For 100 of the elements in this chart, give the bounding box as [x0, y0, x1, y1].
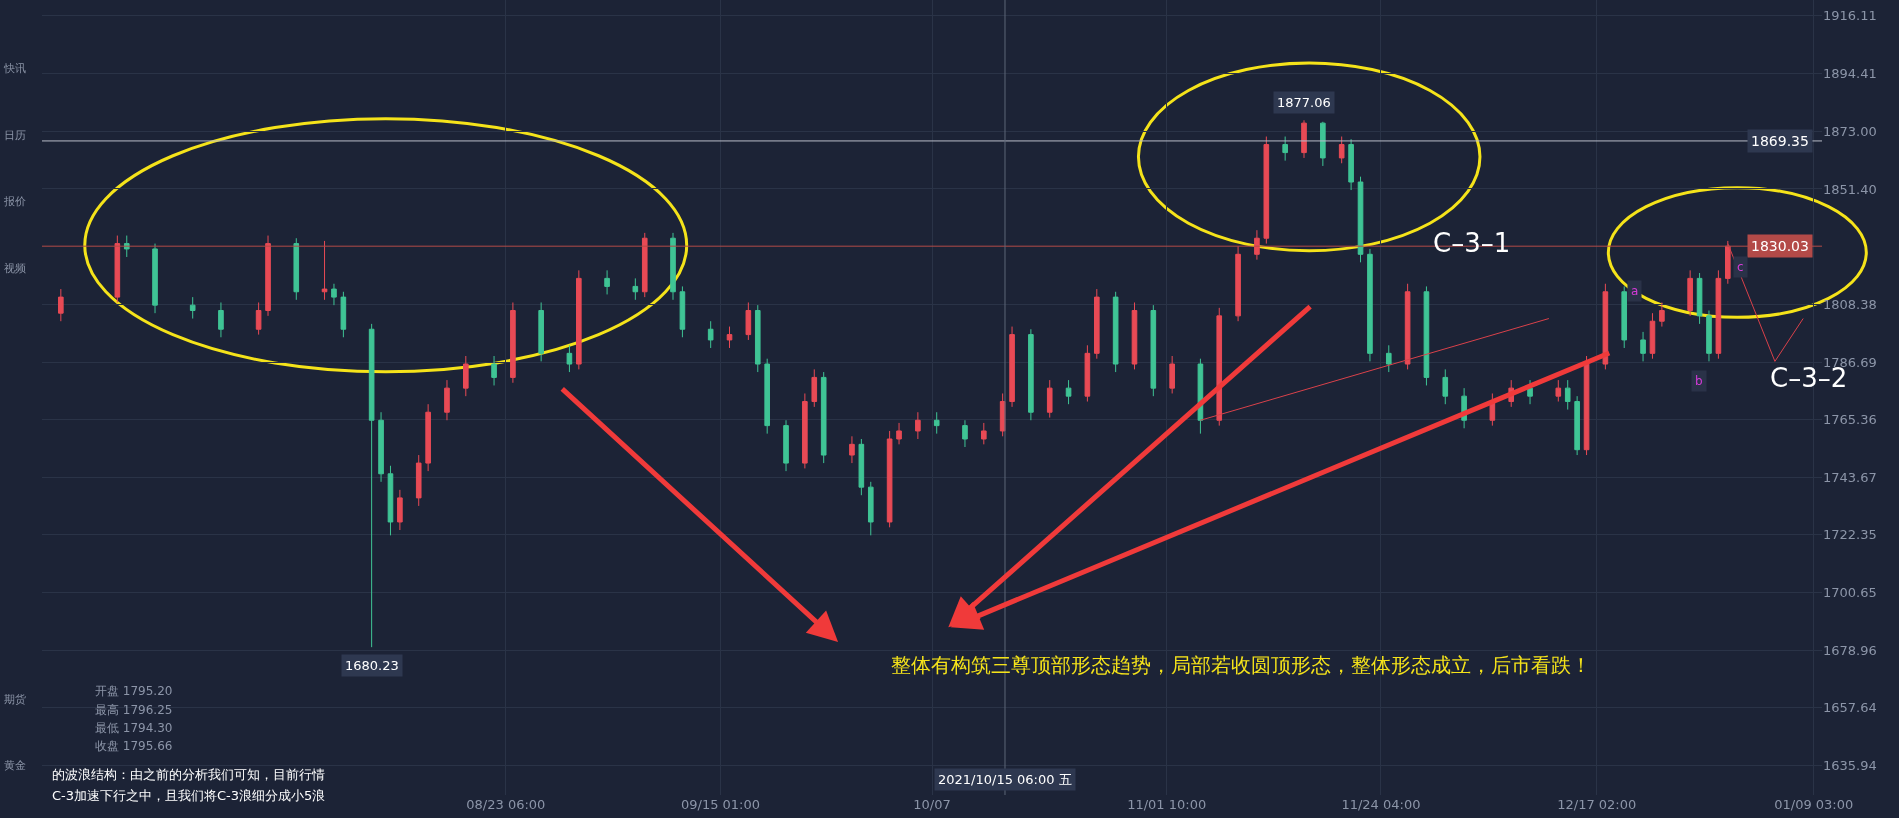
candlestick	[1555, 379, 1562, 403]
annotation: 最低 1794.30	[95, 721, 173, 735]
y-tick-label: 1722.35	[1823, 526, 1877, 542]
candlestick	[670, 232, 676, 301]
annotation: 的波浪结构：由之前的分析我们可知，目前行情	[52, 767, 325, 782]
candlestick	[114, 235, 121, 303]
text: 视频	[4, 262, 26, 275]
candlestick	[1564, 379, 1571, 411]
candlestick	[1640, 331, 1646, 362]
candlestick	[1282, 136, 1288, 162]
candlestick	[896, 422, 902, 445]
x-tick-label: 01/09 03:00	[1774, 797, 1854, 812]
candlestick	[867, 481, 874, 536]
x-tick-label: 10/07	[913, 797, 951, 812]
candlestick	[1009, 326, 1015, 408]
candlestick	[387, 465, 394, 536]
text: 期货	[4, 693, 26, 706]
ref-line-label: 2021/10/15 06:00 五	[938, 772, 1072, 787]
candlestick	[152, 243, 158, 314]
candlestick	[783, 419, 789, 472]
candlestick	[1602, 283, 1609, 370]
candlestick	[218, 301, 224, 338]
candlestick	[397, 489, 403, 531]
annotation: 收盘 1795.66	[95, 739, 173, 753]
candlestick	[378, 411, 384, 483]
candlestick	[1112, 291, 1119, 373]
candlestick	[745, 301, 752, 341]
candlestick	[1084, 344, 1091, 403]
candlestick	[820, 371, 827, 464]
y-tick-label: 1700.65	[1823, 585, 1877, 601]
annotation: C–3–1	[1433, 228, 1511, 258]
candlestick	[1046, 379, 1053, 419]
candlestick	[1725, 240, 1731, 285]
candlestick	[1715, 269, 1722, 360]
text: 黄金	[4, 759, 26, 772]
annotation: 1877.06	[1277, 95, 1331, 110]
annotation: 最高 1796.25	[95, 703, 173, 717]
candlestick	[1235, 245, 1241, 322]
text: 快讯	[3, 62, 26, 75]
y-tick-label: 1657.64	[1823, 700, 1877, 716]
candlestick	[340, 291, 347, 338]
candlestick	[1404, 283, 1411, 370]
candlestick	[1131, 301, 1138, 370]
candlestick	[1216, 307, 1223, 427]
candlestick	[632, 277, 639, 301]
candlestick	[1254, 229, 1260, 261]
candlestick	[754, 304, 761, 373]
candlestick	[425, 403, 431, 472]
candlestick	[858, 438, 865, 496]
annotation: a	[1631, 284, 1639, 298]
candlestick	[802, 392, 808, 469]
candlestick	[1527, 379, 1533, 405]
x-tick-label: 08/23 06:00	[466, 797, 546, 812]
y-tick-label: 1765.36	[1823, 411, 1877, 427]
candlestick	[849, 435, 855, 464]
x-tick-label: 12/17 02:00	[1557, 797, 1637, 812]
candlestick	[933, 411, 940, 435]
candlestick	[444, 379, 450, 421]
candlestick	[1574, 395, 1580, 456]
x-tick-label: 11/01 10:00	[1127, 797, 1207, 812]
candlestick	[1423, 285, 1430, 386]
candlestick	[980, 422, 987, 445]
candlestick	[1706, 310, 1712, 362]
y-tick-label: 1916.11	[1823, 8, 1877, 24]
candlestick	[1348, 138, 1354, 191]
annotation: 整体有构筑三尊顶部形态趋势，局部若收圆顶形态，整体形态成立，后市看跌！	[891, 653, 1591, 677]
candlestick	[510, 301, 516, 384]
candlestick	[1385, 344, 1392, 373]
annotation: 1680.23	[345, 658, 399, 673]
candlestick	[1338, 136, 1345, 164]
candlestick	[491, 355, 497, 386]
annotation: b	[1695, 374, 1703, 388]
y-tick-label: 1851.40	[1823, 181, 1877, 197]
candlestick	[1687, 269, 1693, 317]
candlestick	[265, 235, 271, 317]
candlestick	[1065, 379, 1072, 405]
annotation: 开盘 1795.20	[95, 684, 173, 698]
candlestick	[707, 320, 714, 349]
candlestick	[1621, 285, 1628, 349]
text: 日历	[4, 129, 26, 142]
candlestick	[1263, 136, 1270, 245]
y-tick-label: 1743.67	[1823, 469, 1877, 485]
ref-line-label: 1830.03	[1751, 238, 1809, 254]
ref-line-label: 1869.35	[1751, 133, 1809, 149]
x-tick-label: 09/15 01:00	[680, 797, 761, 812]
candlestick	[962, 419, 968, 448]
candlestick	[1150, 304, 1157, 397]
candlestick	[538, 301, 544, 362]
candlestick	[463, 355, 469, 397]
text: 报价	[3, 195, 26, 208]
candlestick	[1442, 368, 1449, 405]
candlestick	[811, 368, 818, 408]
candlestick	[321, 240, 328, 301]
y-tick-label: 1635.94	[1823, 758, 1877, 774]
candlestick	[1169, 355, 1175, 394]
candlestick	[1320, 121, 1326, 167]
candlestick	[886, 430, 893, 528]
candlestick	[415, 454, 422, 507]
candlestick	[1028, 328, 1034, 421]
candlestick	[1301, 119, 1307, 159]
